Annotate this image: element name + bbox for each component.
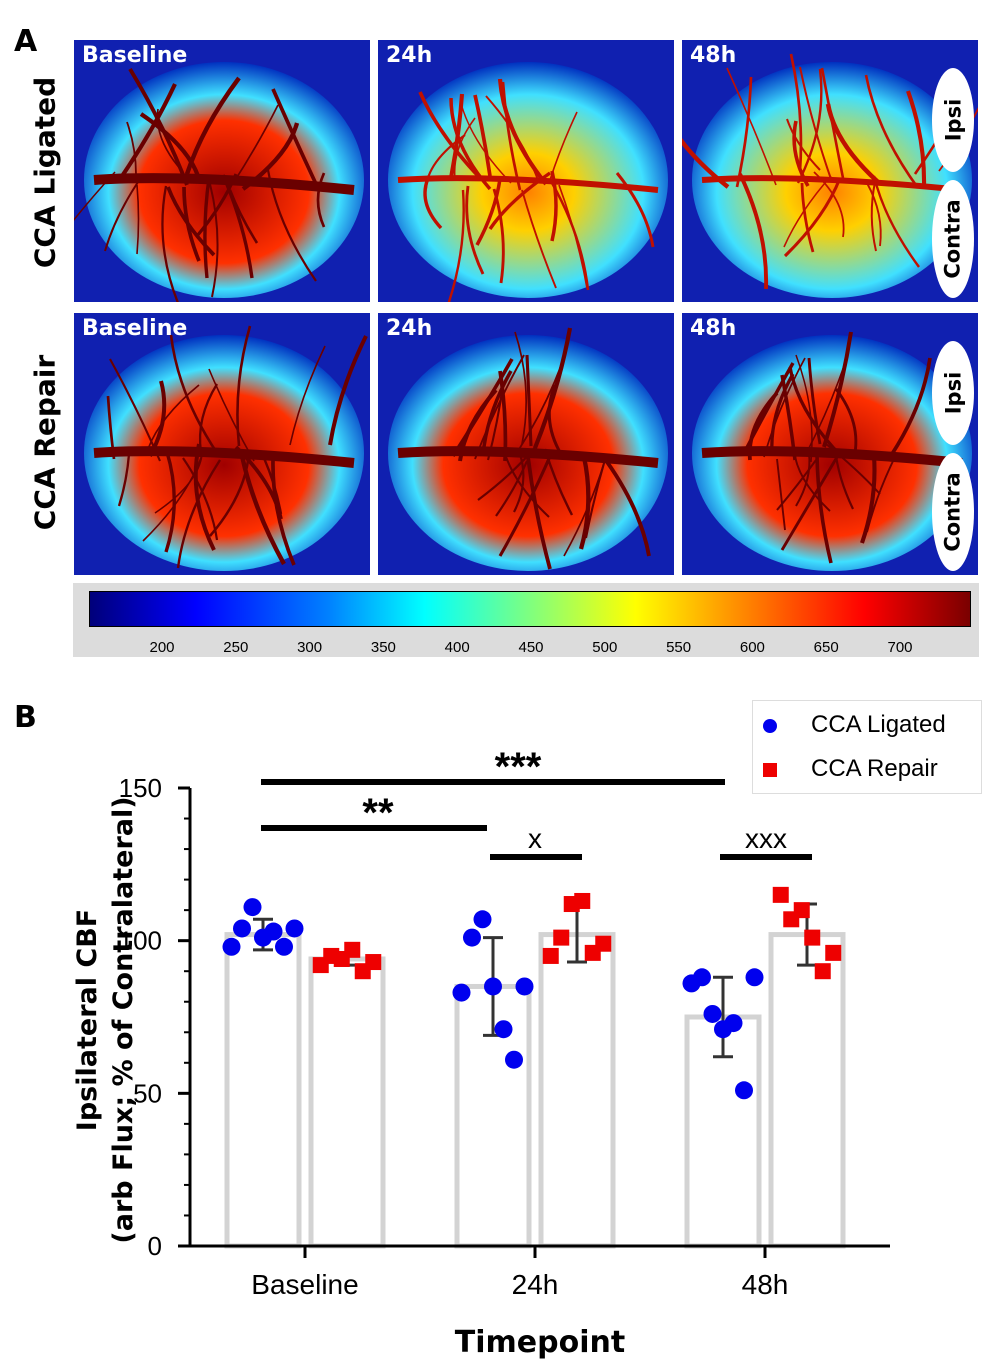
flow-image-repair-baseline: Baseline — [74, 313, 370, 575]
tile-label: Baseline — [82, 43, 188, 68]
flow-image-ligated-24h: 24h — [378, 40, 674, 302]
colorbar-tick-label: 500 — [592, 639, 618, 656]
point-ligated — [264, 922, 283, 941]
point-ligated — [233, 919, 251, 938]
x-tick-label: 24h — [512, 1269, 559, 1300]
point-ligated — [693, 968, 711, 987]
row-label-ligated: CCA Ligated — [28, 76, 62, 269]
point-repair — [542, 947, 559, 964]
tile-label: 48h — [690, 316, 737, 341]
legend-label-ligated: CCA Ligated — [811, 711, 946, 738]
y-tick-label: 0 — [148, 1231, 162, 1261]
flow-image-repair-24h: 24h — [378, 313, 674, 575]
y-tick-label: 50 — [133, 1078, 162, 1108]
cbf-bar-chart: 0 50 100 150 Baseline 24h 48h Timepoint Ipsilate… — [72, 745, 890, 1360]
point-ligated — [745, 968, 764, 987]
point-ligated — [452, 983, 471, 1002]
colorbar-tick-label: 650 — [813, 639, 839, 656]
sig-label-triple: *** — [495, 745, 542, 789]
point-repair — [814, 963, 831, 980]
point-ligated — [463, 928, 481, 947]
point-repair — [595, 935, 612, 952]
point-repair — [804, 929, 821, 946]
contra-label-text: Contra — [941, 472, 966, 552]
point-repair — [825, 944, 842, 961]
contra-oval-label: Contra — [932, 453, 974, 571]
point-repair — [344, 941, 361, 958]
bar-repair-24h — [538, 932, 616, 1249]
ipsi-oval-label: Ipsi — [932, 68, 974, 172]
point-repair — [574, 892, 591, 909]
colorbar-tick-label: 700 — [887, 639, 913, 656]
y-axis-title-line1: Ipsilateral CBF — [72, 909, 103, 1131]
y-axis-title-line2: (arb Flux; % of Contralateral) — [108, 796, 139, 1243]
ipsi-label-text: Ipsi — [941, 371, 966, 415]
tile-label: 24h — [386, 316, 433, 341]
chart-legend: CCA Ligated CCA Repair — [752, 700, 982, 794]
flow-image-ligated-baseline: Baseline — [74, 40, 370, 302]
colorbar-tick-label: 300 — [297, 639, 323, 656]
flow-image-repair-48h: 48h Ipsi Contra — [682, 313, 978, 575]
point-ligated — [222, 937, 241, 956]
point-ligated — [724, 1014, 743, 1033]
legend-marker-ligated — [763, 719, 777, 733]
colorbar: 200 250 300 350 400 450 500 550 600 650 700 — [73, 583, 979, 657]
row-label-repair: CCA Repair — [28, 354, 62, 531]
colorbar-tick-label: 350 — [370, 639, 396, 656]
colorbar-gradient — [89, 591, 971, 627]
colorbar-tick-label: 250 — [223, 639, 249, 656]
colorbar-tick-label: 450 — [518, 639, 544, 656]
bar-repair-48h — [768, 932, 846, 1249]
colorbar-tick-label: 200 — [149, 639, 175, 656]
x-tick-label: Baseline — [251, 1269, 358, 1300]
point-ligated — [243, 898, 262, 917]
sig-label-48h: xxx — [745, 823, 787, 854]
point-ligated — [484, 977, 502, 996]
panel-b-letter: B — [14, 700, 37, 735]
point-repair — [553, 929, 570, 946]
flow-image-ligated-48h: 48h Ipsi Contra — [682, 40, 978, 302]
point-repair — [365, 954, 382, 971]
panel-a-letter: A — [14, 24, 38, 59]
point-ligated — [275, 937, 293, 956]
ipsi-label-text: Ipsi — [941, 98, 966, 142]
tile-label: 24h — [386, 43, 433, 68]
sig-label-double: ** — [362, 791, 394, 835]
tile-label: Baseline — [82, 316, 188, 341]
point-repair — [772, 886, 789, 903]
point-ligated — [515, 977, 534, 996]
bar-ligated-Baseline — [224, 932, 302, 1249]
bar-repair-Baseline — [308, 956, 386, 1249]
x-tick-label: 48h — [742, 1269, 789, 1300]
point-ligated — [735, 1081, 753, 1100]
legend-marker-repair — [763, 763, 777, 777]
point-ligated — [505, 1050, 523, 1069]
contra-oval-label: Contra — [932, 180, 974, 298]
sig-label-24h: x — [528, 823, 542, 854]
y-tick-label: 150 — [119, 773, 162, 803]
ipsi-oval-label: Ipsi — [932, 341, 974, 445]
tile-label: 48h — [690, 43, 737, 68]
point-ligated — [473, 910, 492, 929]
colorbar-tick-label: 550 — [666, 639, 692, 656]
x-axis-title: Timepoint — [455, 1325, 625, 1360]
y-tick-label: 100 — [119, 926, 162, 956]
point-ligated — [494, 1020, 513, 1039]
point-ligated — [703, 1004, 722, 1023]
point-repair — [793, 902, 810, 919]
colorbar-tick-label: 400 — [444, 639, 470, 656]
legend-label-repair: CCA Repair — [811, 755, 938, 782]
colorbar-tick-label: 600 — [739, 639, 765, 656]
point-ligated — [285, 919, 304, 938]
contra-label-text: Contra — [941, 199, 966, 279]
